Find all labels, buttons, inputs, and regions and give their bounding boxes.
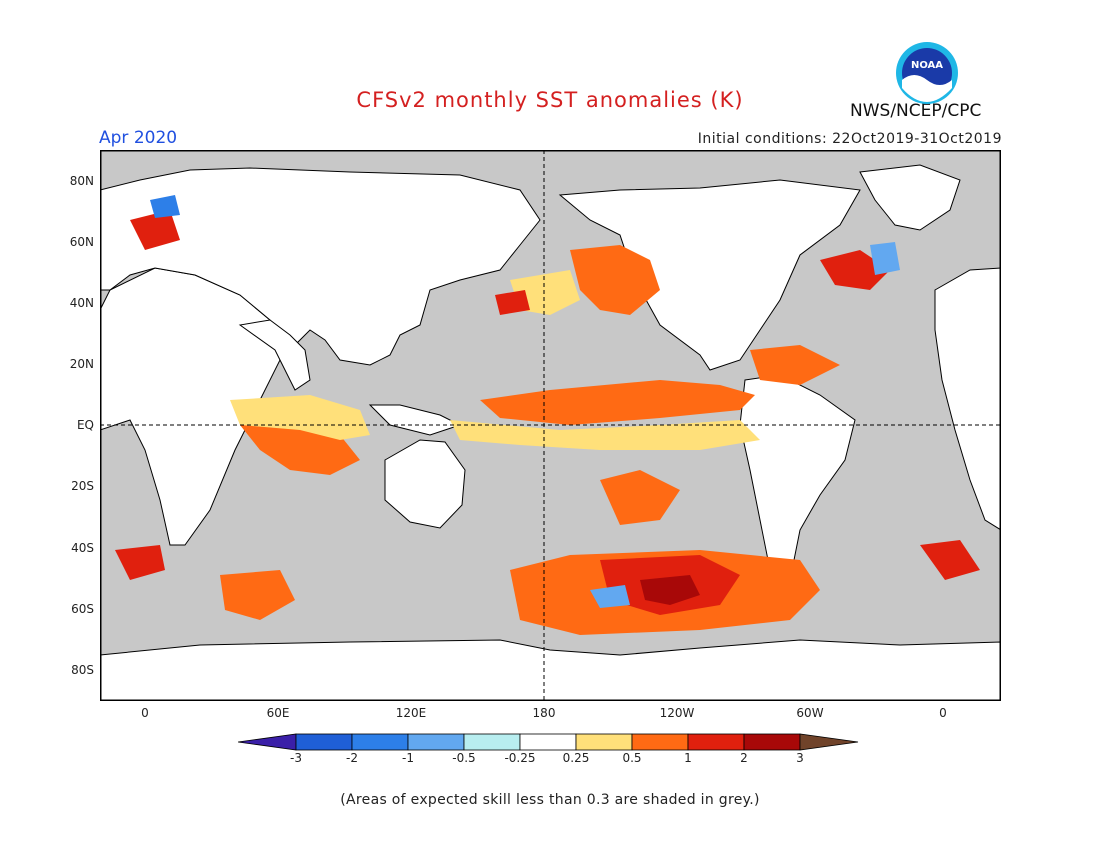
colorbar-tick-label: 2 <box>740 751 748 765</box>
initial-conditions: Initial conditions: 22Oct2019-31Oct2019 <box>697 131 1002 147</box>
land-australia <box>384 439 466 529</box>
lat-label: 20S <box>71 479 94 493</box>
colorbar-segment <box>463 733 521 751</box>
land-africa-east <box>934 267 1001 531</box>
patch-eq-pacific-yellow <box>450 420 760 450</box>
lat-label: 60S <box>71 602 94 616</box>
colorbar-tick-label: -3 <box>290 751 302 765</box>
skill-footnote: (Areas of expected skill less than 0.3 a… <box>340 792 760 808</box>
land-india <box>238 319 311 391</box>
colorbar-tick-label: -2 <box>346 751 358 765</box>
logo-text: NOAA <box>911 60 943 71</box>
colorbar-min-triangle <box>238 733 297 751</box>
patch-npac-orange <box>570 245 660 315</box>
lon-label: 60W <box>796 706 824 720</box>
colorbar-tick-label: -0.25 <box>504 751 536 765</box>
patch-indian-ocean-yellow <box>230 395 370 440</box>
patch-eq-pacific-orange <box>480 380 755 425</box>
lat-label: 20N <box>69 357 94 371</box>
map-frame <box>100 150 1001 701</box>
patch-s-atlantic-red <box>920 540 980 580</box>
colorbar <box>238 733 859 751</box>
target-month: Apr 2020 <box>99 128 178 148</box>
colorbar-segment <box>351 733 409 751</box>
lat-label: 40S <box>71 541 94 555</box>
colorbar-segment <box>519 733 577 751</box>
lon-label: 0 <box>939 706 947 720</box>
colorbar-tick-label: -0.5 <box>452 751 476 765</box>
colorbar-tick-label: 0.25 <box>562 751 590 765</box>
colorbar-segment <box>743 733 801 751</box>
lon-label: 120W <box>659 706 695 720</box>
lat-label: 80S <box>71 663 94 677</box>
patch-north-sea-blue <box>150 195 180 218</box>
colorbar-tick-label: 0.5 <box>622 751 642 765</box>
patch-kuroshio-red <box>495 290 530 315</box>
patch-s-indian-red <box>115 545 165 580</box>
land-south-america <box>739 374 856 591</box>
land-antarctica <box>100 639 1001 701</box>
lon-label: 120E <box>395 706 427 720</box>
sst-anomaly-map <box>100 150 1001 701</box>
patch-n-atlantic-blue <box>870 242 900 275</box>
lat-label: 40N <box>69 296 94 310</box>
noaa-logo: NOAA <box>896 42 958 104</box>
lat-label: EQ <box>76 418 94 432</box>
colorbar-segment <box>295 733 353 751</box>
patch-southern-ocean-darkred <box>640 575 700 605</box>
colorbar-segment <box>407 733 465 751</box>
colorbar-segment <box>631 733 689 751</box>
patch-southern-ocean-blue <box>590 585 630 608</box>
patch-n-atlantic-orange <box>750 345 840 385</box>
colorbar-tick-label: 3 <box>796 751 804 765</box>
lon-label: 180 <box>532 706 556 720</box>
agency-label: NWS/NCEP/CPC <box>850 101 982 121</box>
land-eurasia <box>100 167 541 366</box>
patch-north-sea-red <box>130 210 180 250</box>
patch-s-atlantic-orange <box>220 570 295 620</box>
colorbar-segment <box>687 733 745 751</box>
anomaly-patches <box>115 195 980 635</box>
lat-label: 60N <box>69 235 94 249</box>
colorbar-tick-label: -1 <box>402 751 414 765</box>
lon-label: 60E <box>266 706 290 720</box>
colorbar-max-triangle <box>799 733 859 751</box>
land-greenland <box>859 164 961 231</box>
patch-south-pacific-orange <box>600 470 680 525</box>
map-title: CFSv2 monthly SST anomalies (K) <box>356 88 744 112</box>
colorbar-segment <box>575 733 633 751</box>
lon-label: 0 <box>141 706 149 720</box>
land-masses <box>100 164 1001 701</box>
colorbar-tick-label: 1 <box>684 751 692 765</box>
lat-label: 80N <box>69 174 94 188</box>
